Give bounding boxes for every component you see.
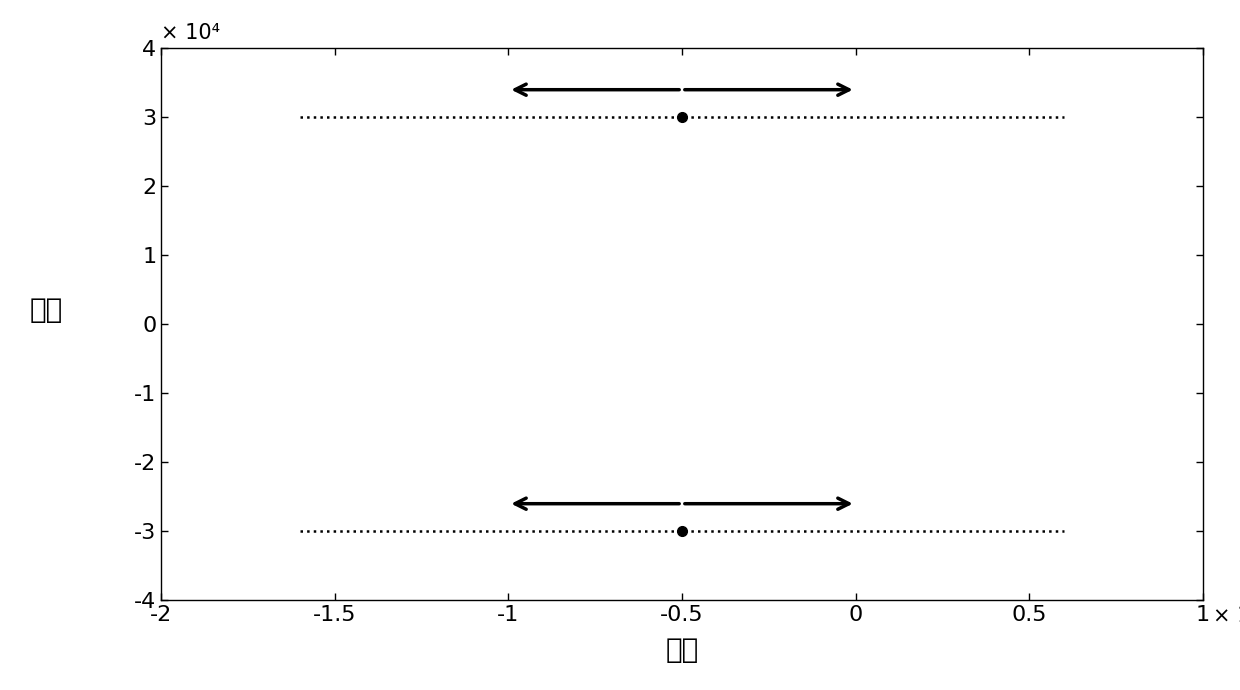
Text: × 10⁴: × 10⁴ — [161, 23, 221, 43]
Y-axis label: 虚部: 虚部 — [30, 296, 63, 324]
Text: × 10³: × 10³ — [1213, 606, 1240, 626]
X-axis label: 实部: 实部 — [666, 636, 698, 664]
